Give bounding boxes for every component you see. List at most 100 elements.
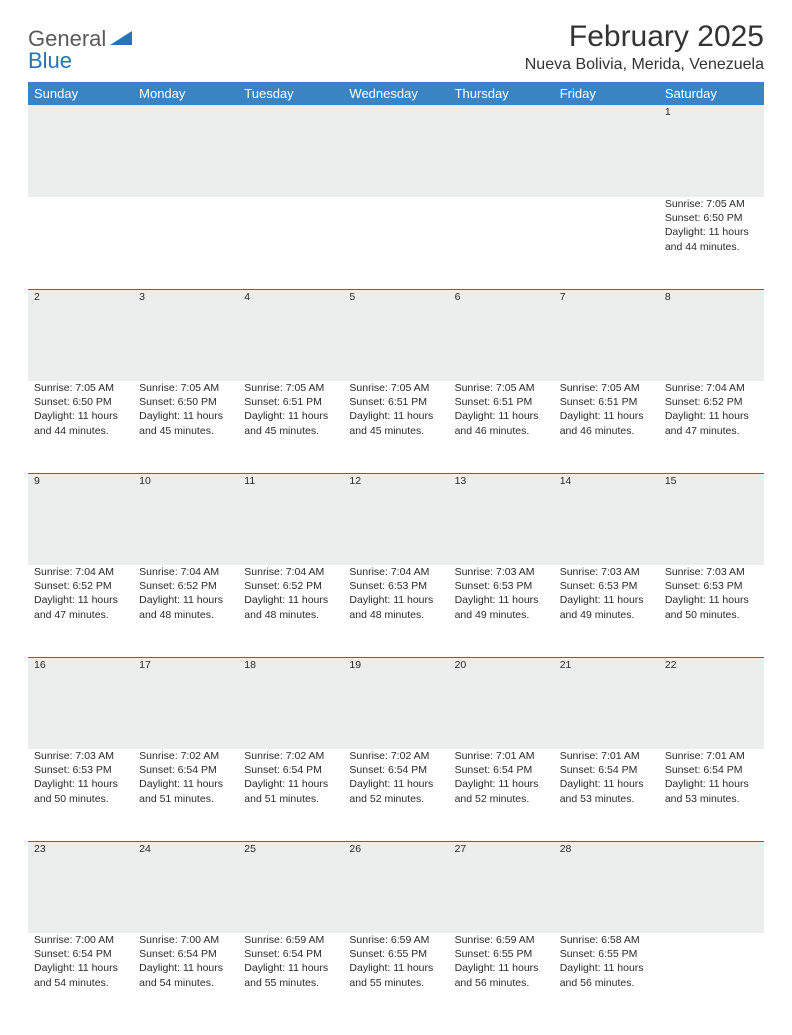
day-number: 19 xyxy=(343,657,448,749)
cell-sunrise: Sunrise: 7:00 AM xyxy=(139,933,232,947)
weekday-sat: Saturday xyxy=(659,82,764,105)
cell-day2: and 46 minutes. xyxy=(560,424,653,438)
day-cell: Sunrise: 7:05 AMSunset: 6:50 PMDaylight:… xyxy=(28,381,133,473)
day-cell: Sunrise: 7:04 AMSunset: 6:52 PMDaylight:… xyxy=(238,565,343,657)
daynum-row: 9101112131415 xyxy=(28,473,764,565)
cell-day1: Daylight: 11 hours xyxy=(349,961,442,975)
day-number: 27 xyxy=(449,841,554,933)
day-cell xyxy=(343,197,448,289)
day-number xyxy=(343,105,448,197)
cell-day2: and 55 minutes. xyxy=(244,976,337,990)
cell-day1: Daylight: 11 hours xyxy=(34,961,127,975)
cell-sunset: Sunset: 6:55 PM xyxy=(560,947,653,961)
day-cell: Sunrise: 7:00 AMSunset: 6:54 PMDaylight:… xyxy=(28,933,133,1025)
cell-sunrise: Sunrise: 7:04 AM xyxy=(349,565,442,579)
day-number: 26 xyxy=(343,841,448,933)
day-cell xyxy=(659,933,764,1025)
cell-sunset: Sunset: 6:51 PM xyxy=(349,395,442,409)
day-cell: Sunrise: 7:02 AMSunset: 6:54 PMDaylight:… xyxy=(238,749,343,841)
daynum-row: 16171819202122 xyxy=(28,657,764,749)
cell-sunset: Sunset: 6:54 PM xyxy=(34,947,127,961)
cell-day1: Daylight: 11 hours xyxy=(34,593,127,607)
cell-day1: Daylight: 11 hours xyxy=(244,961,337,975)
cell-day2: and 52 minutes. xyxy=(455,792,548,806)
cell-sunset: Sunset: 6:54 PM xyxy=(139,947,232,961)
weekday-row: Sunday Monday Tuesday Wednesday Thursday… xyxy=(28,82,764,105)
cell-sunrise: Sunrise: 7:05 AM xyxy=(455,381,548,395)
day-number: 14 xyxy=(554,473,659,565)
cell-day2: and 48 minutes. xyxy=(349,608,442,622)
cell-sunset: Sunset: 6:53 PM xyxy=(560,579,653,593)
cell-sunrise: Sunrise: 7:02 AM xyxy=(349,749,442,763)
calendar-head: Sunday Monday Tuesday Wednesday Thursday… xyxy=(28,82,764,105)
calendar-table: Sunday Monday Tuesday Wednesday Thursday… xyxy=(28,82,764,1025)
cell-day2: and 45 minutes. xyxy=(349,424,442,438)
cell-day2: and 45 minutes. xyxy=(139,424,232,438)
day-number: 20 xyxy=(449,657,554,749)
day-number: 2 xyxy=(28,289,133,381)
cell-day2: and 56 minutes. xyxy=(455,976,548,990)
cell-sunset: Sunset: 6:54 PM xyxy=(244,763,337,777)
cell-sunrise: Sunrise: 7:05 AM xyxy=(244,381,337,395)
day-cell: Sunrise: 7:03 AMSunset: 6:53 PMDaylight:… xyxy=(449,565,554,657)
day-number xyxy=(659,841,764,933)
day-cell: Sunrise: 7:02 AMSunset: 6:54 PMDaylight:… xyxy=(133,749,238,841)
cell-day2: and 45 minutes. xyxy=(244,424,337,438)
cell-sunset: Sunset: 6:52 PM xyxy=(244,579,337,593)
day-cell xyxy=(554,197,659,289)
cell-day2: and 50 minutes. xyxy=(665,608,758,622)
location-text: Nueva Bolivia, Merida, Venezuela xyxy=(525,56,764,74)
day-number xyxy=(449,105,554,197)
title-block: February 2025 Nueva Bolivia, Merida, Ven… xyxy=(525,20,764,74)
cell-day2: and 54 minutes. xyxy=(139,976,232,990)
cell-sunset: Sunset: 6:51 PM xyxy=(455,395,548,409)
day-number: 12 xyxy=(343,473,448,565)
cell-day2: and 48 minutes. xyxy=(139,608,232,622)
cell-day2: and 51 minutes. xyxy=(139,792,232,806)
cell-day2: and 47 minutes. xyxy=(34,608,127,622)
cell-sunset: Sunset: 6:52 PM xyxy=(665,395,758,409)
cell-sunrise: Sunrise: 7:04 AM xyxy=(34,565,127,579)
cell-sunrise: Sunrise: 7:02 AM xyxy=(244,749,337,763)
day-number: 24 xyxy=(133,841,238,933)
calendar-page: General February 2025 Nueva Bolivia, Mer… xyxy=(0,0,792,1035)
day-cell: Sunrise: 7:03 AMSunset: 6:53 PMDaylight:… xyxy=(554,565,659,657)
cell-sunset: Sunset: 6:52 PM xyxy=(139,579,232,593)
day-number: 11 xyxy=(238,473,343,565)
day-number: 9 xyxy=(28,473,133,565)
day-number: 15 xyxy=(659,473,764,565)
cell-sunrise: Sunrise: 7:04 AM xyxy=(139,565,232,579)
day-cell: Sunrise: 7:05 AMSunset: 6:51 PMDaylight:… xyxy=(238,381,343,473)
day-cell: Sunrise: 7:05 AMSunset: 6:51 PMDaylight:… xyxy=(449,381,554,473)
cell-day1: Daylight: 11 hours xyxy=(139,777,232,791)
day-cell: Sunrise: 7:04 AMSunset: 6:52 PMDaylight:… xyxy=(133,565,238,657)
cell-sunrise: Sunrise: 7:05 AM xyxy=(349,381,442,395)
cell-day2: and 48 minutes. xyxy=(244,608,337,622)
cell-sunset: Sunset: 6:53 PM xyxy=(665,579,758,593)
cell-sunrise: Sunrise: 7:01 AM xyxy=(455,749,548,763)
content-row: Sunrise: 7:04 AMSunset: 6:52 PMDaylight:… xyxy=(28,565,764,657)
cell-day1: Daylight: 11 hours xyxy=(244,777,337,791)
cell-sunset: Sunset: 6:50 PM xyxy=(665,211,758,225)
cell-day1: Daylight: 11 hours xyxy=(139,961,232,975)
cell-sunset: Sunset: 6:54 PM xyxy=(349,763,442,777)
cell-sunrise: Sunrise: 7:03 AM xyxy=(665,565,758,579)
cell-day1: Daylight: 11 hours xyxy=(349,593,442,607)
day-number: 28 xyxy=(554,841,659,933)
cell-day1: Daylight: 11 hours xyxy=(455,777,548,791)
header: General February 2025 Nueva Bolivia, Mer… xyxy=(28,20,764,74)
cell-sunset: Sunset: 6:50 PM xyxy=(34,395,127,409)
cell-day2: and 52 minutes. xyxy=(349,792,442,806)
cell-sunset: Sunset: 6:54 PM xyxy=(665,763,758,777)
cell-day1: Daylight: 11 hours xyxy=(349,409,442,423)
cell-day1: Daylight: 11 hours xyxy=(455,961,548,975)
day-number: 18 xyxy=(238,657,343,749)
cell-day2: and 56 minutes. xyxy=(560,976,653,990)
content-row: Sunrise: 7:00 AMSunset: 6:54 PMDaylight:… xyxy=(28,933,764,1025)
day-cell: Sunrise: 7:01 AMSunset: 6:54 PMDaylight:… xyxy=(554,749,659,841)
cell-sunrise: Sunrise: 7:02 AM xyxy=(139,749,232,763)
cell-sunrise: Sunrise: 6:59 AM xyxy=(349,933,442,947)
content-row: Sunrise: 7:03 AMSunset: 6:53 PMDaylight:… xyxy=(28,749,764,841)
cell-sunset: Sunset: 6:54 PM xyxy=(139,763,232,777)
cell-day2: and 50 minutes. xyxy=(34,792,127,806)
